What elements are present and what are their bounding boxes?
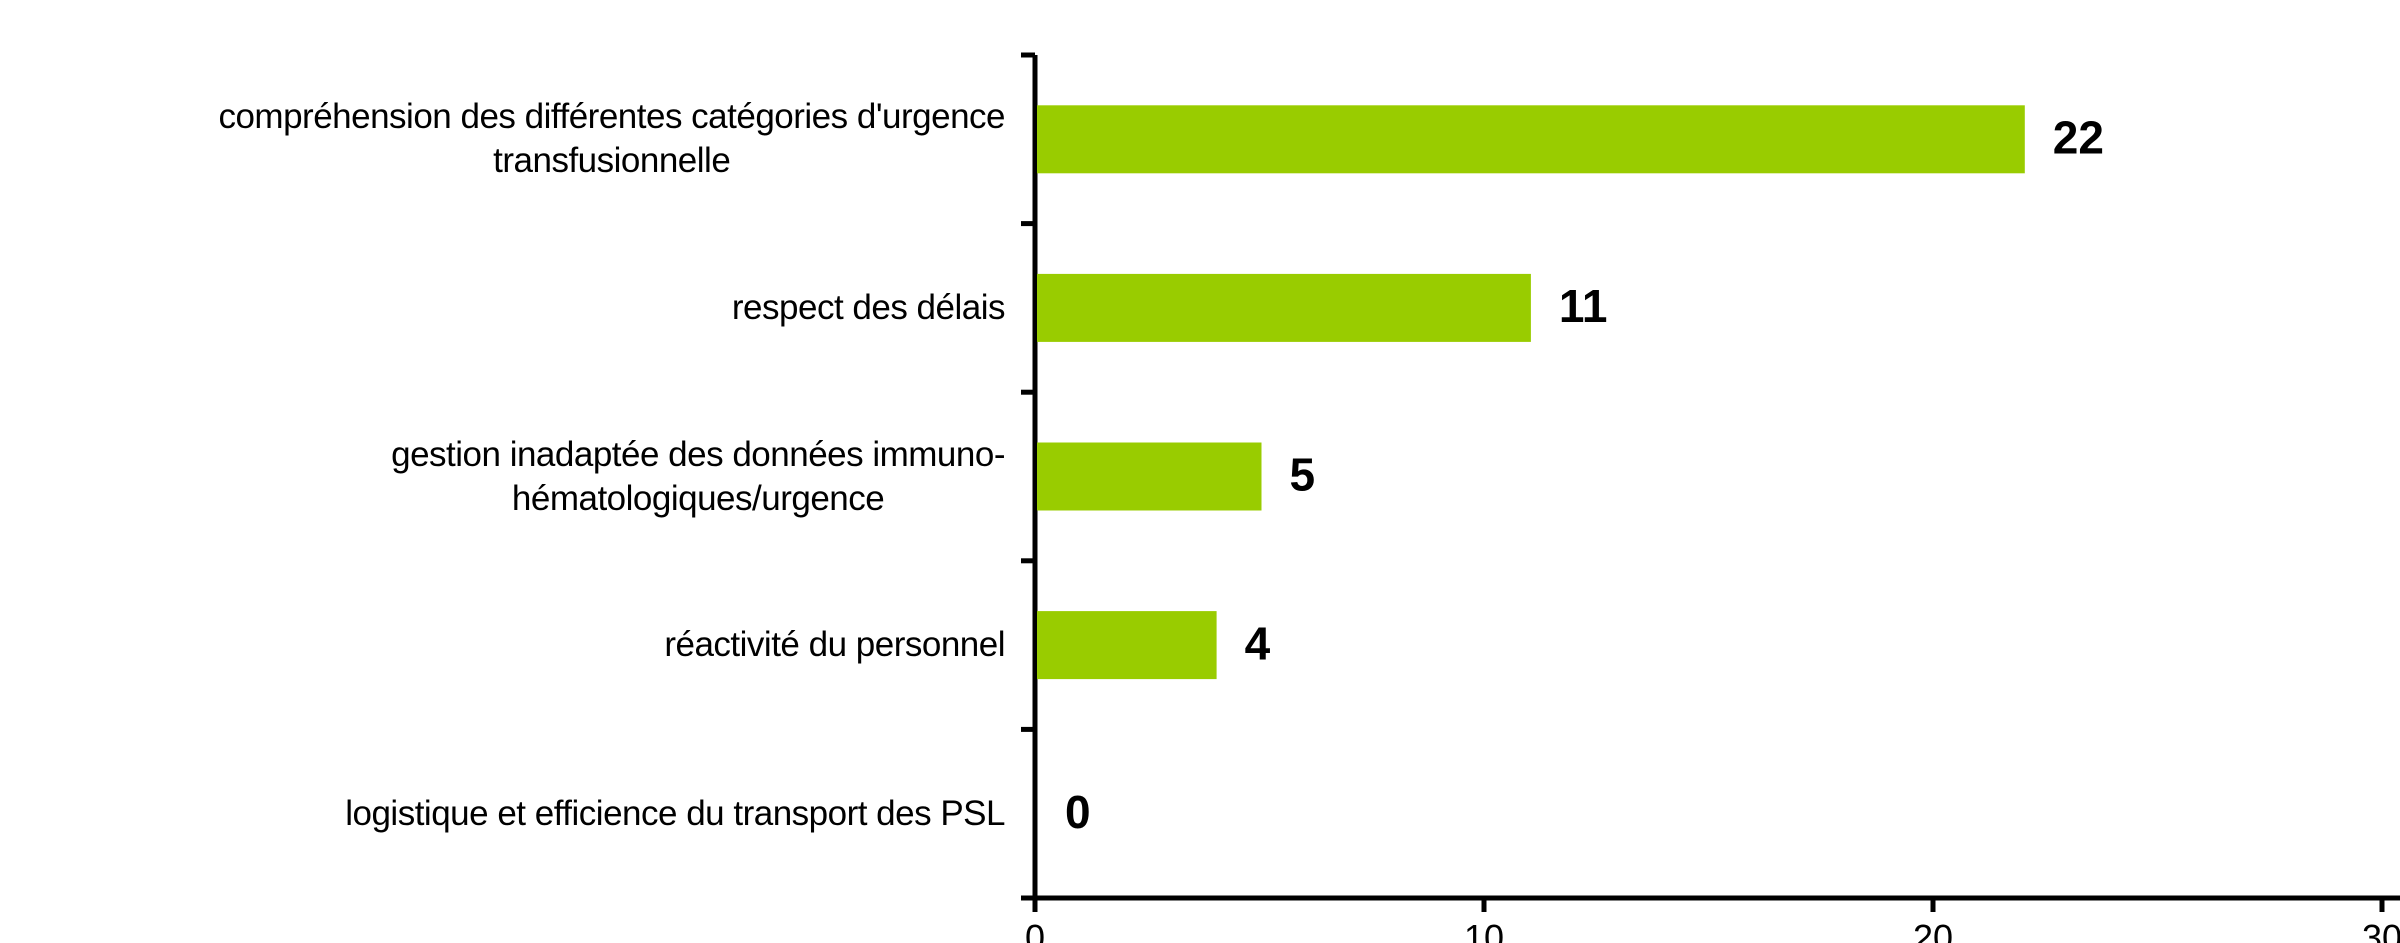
category-label: logistique et efficience du transport de…: [345, 793, 1005, 833]
x-tick-label: 10: [1464, 917, 1504, 943]
value-label: 0: [1065, 786, 1091, 838]
category-label: gestion inadaptée des données immuno- hé…: [391, 434, 1005, 518]
bar: [1037, 105, 2025, 174]
x-tick-label: 0: [1025, 917, 1045, 943]
bar: [1037, 611, 1217, 680]
category-label: réactivité du personnel: [664, 625, 1005, 665]
bar: [1037, 442, 1262, 511]
value-label: 11: [1559, 280, 1608, 332]
value-label: 5: [1290, 449, 1316, 501]
category-label: respect des délais: [731, 287, 1006, 327]
x-tick-label: 20: [1913, 917, 1953, 943]
value-label: 22: [2053, 111, 2104, 163]
bar: [1037, 273, 1531, 342]
x-tick-label: 30: [2362, 917, 2400, 943]
category-label: compréhension des différentes catégories…: [218, 97, 1005, 181]
value-label: 4: [1245, 617, 1271, 669]
